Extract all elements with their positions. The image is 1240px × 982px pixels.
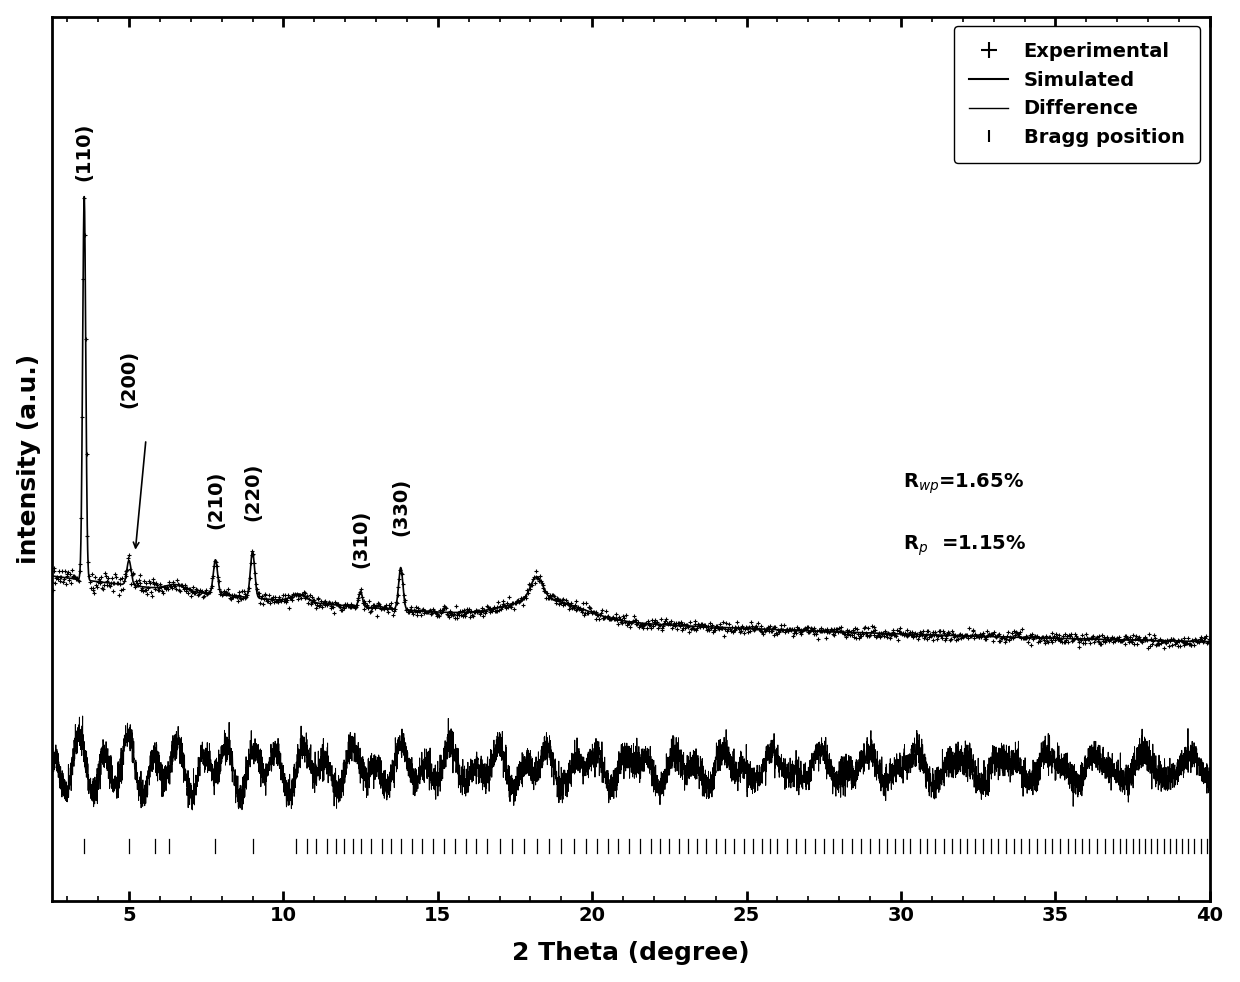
Text: (110): (110) [74,123,94,181]
X-axis label: 2 Theta (degree): 2 Theta (degree) [512,942,750,965]
Difference [185,804,200,816]
Simulated [45,571,60,582]
Simulated [780,625,795,636]
Simulated [903,628,918,640]
Experimental [100,578,115,590]
Difference [965,756,980,768]
Text: (310): (310) [351,510,370,568]
Line: Simulated: Simulated [52,196,1210,641]
Text: R$_{wp}$=1.65%: R$_{wp}$=1.65% [903,472,1024,497]
Simulated [464,606,479,618]
Difference [76,710,91,722]
Simulated [1203,635,1218,647]
Y-axis label: intensity (a.u.): intensity (a.u.) [16,354,41,564]
Experimental [863,627,878,638]
Difference [45,761,60,773]
Experimental [378,602,393,614]
Experimental [852,632,867,644]
Experimental [1141,642,1156,654]
Text: (210): (210) [206,470,224,528]
Simulated [729,623,744,634]
Experimental [1203,637,1218,649]
Difference [903,767,918,779]
Text: (220): (220) [243,463,262,520]
Experimental [77,192,92,204]
Experimental [176,581,191,593]
Difference [730,763,745,775]
Text: R$_{p}$  =1.15%: R$_{p}$ =1.15% [903,534,1027,559]
Simulated [103,577,118,589]
Simulated [77,191,92,202]
Experimental [45,576,60,588]
Legend: Experimental, Simulated, Difference, Bragg position: Experimental, Simulated, Difference, Bra… [954,27,1200,163]
Simulated [965,630,980,642]
Difference [780,772,795,784]
Line: Experimental: Experimental [50,196,1211,650]
Experimental [787,627,802,639]
Difference [464,768,479,780]
Difference [103,764,118,776]
Text: (330): (330) [392,478,410,536]
Difference [1203,768,1218,780]
Line: Difference: Difference [52,716,1210,810]
Text: (200): (200) [119,350,139,408]
